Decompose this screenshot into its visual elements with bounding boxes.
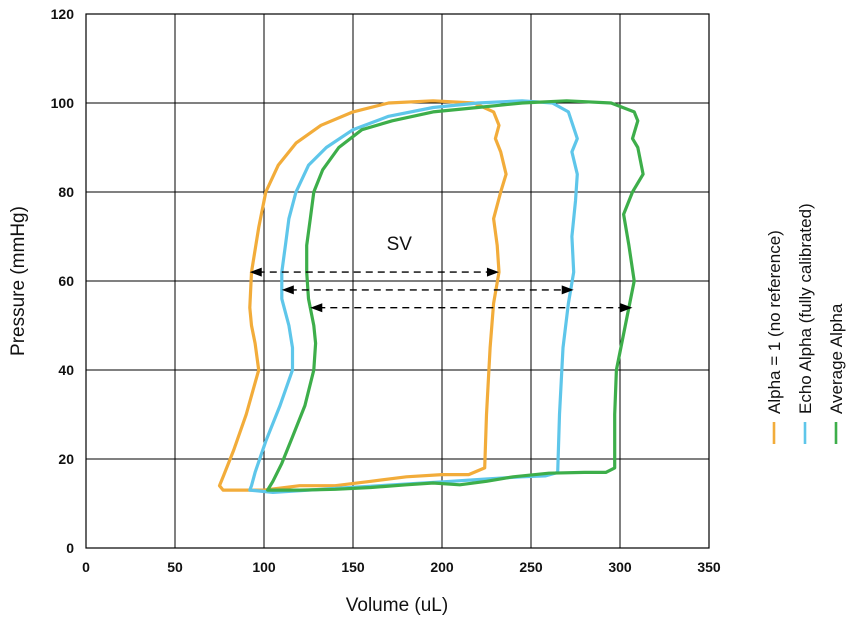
legend-entry: Average Alpha	[827, 303, 846, 414]
y-tick-label: 40	[58, 362, 74, 378]
sv-arrow-head-left	[249, 267, 262, 277]
sv-arrow-head-left	[281, 285, 294, 295]
x-tick-label: 300	[608, 559, 632, 575]
y-tick-label: 80	[58, 184, 74, 200]
x-tick-label: 250	[519, 559, 543, 575]
legend: Alpha = 1 (no reference) Echo Alpha (full…	[765, 203, 846, 444]
series-line-1	[217, 99, 508, 492]
sv-arrows: SV	[249, 234, 633, 313]
y-tick-label: 0	[66, 540, 74, 556]
x-tick-label: 350	[697, 559, 721, 575]
y-tick-label: 20	[58, 451, 74, 467]
sv-arrow-head-left	[310, 303, 323, 313]
y-axis-title: Pressure (mmHg)	[8, 206, 29, 356]
y-tick-label: 60	[58, 273, 74, 289]
y-tick-label: 120	[51, 6, 75, 22]
series-layer	[217, 99, 645, 494]
y-tick-labels: 0 20 40 60 80 100 120	[51, 6, 75, 556]
x-tick-labels: 0 50 100 150 200 250 300 350	[82, 559, 721, 575]
x-tick-label: 0	[82, 559, 90, 575]
x-tick-label: 150	[341, 559, 365, 575]
plot-frame	[85, 13, 710, 549]
series-line-2	[248, 99, 579, 494]
x-tick-label: 50	[167, 559, 183, 575]
legend-entry: Echo Alpha (fully calibrated)	[796, 203, 815, 414]
x-axis-title: Volume (uL)	[346, 595, 448, 616]
sv-arrow-head-right	[620, 303, 633, 313]
y-tick-label: 100	[51, 95, 75, 111]
legend-entry: Alpha = 1 (no reference)	[765, 230, 784, 414]
sv-label: SV	[387, 234, 413, 255]
x-tick-label: 100	[252, 559, 276, 575]
sv-arrow-head-right	[561, 285, 574, 295]
x-tick-label: 200	[430, 559, 454, 575]
sv-arrow-head-right	[486, 267, 499, 277]
series-line-3	[266, 99, 645, 492]
